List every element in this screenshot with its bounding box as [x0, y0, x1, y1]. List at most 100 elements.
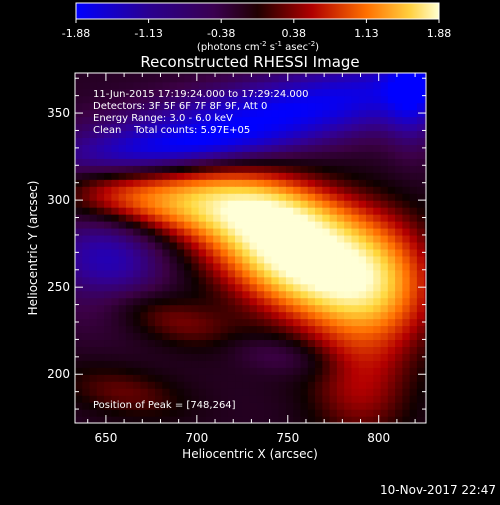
- heatmap-cell: [402, 227, 411, 236]
- heatmap-cell: [293, 186, 302, 194]
- heatmap-cell: [322, 402, 331, 410]
- heatmap-cell: [89, 360, 98, 368]
- heatmap-cell: [351, 172, 360, 180]
- heatmap-cell: [293, 74, 302, 83]
- heatmap-cell: [147, 200, 156, 208]
- heatmap-cell: [409, 221, 418, 229]
- heatmap-cell: [155, 193, 163, 201]
- heatmap-cell: [220, 248, 229, 257]
- heatmap-cell: [162, 151, 171, 159]
- heatmap-cell: [365, 262, 374, 271]
- heatmap-cell: [147, 255, 156, 264]
- heatmap-cell: [133, 269, 142, 278]
- heatmap-cell: [184, 325, 192, 334]
- heatmap-cell: [198, 116, 207, 125]
- heatmap-cell: [140, 158, 149, 166]
- heatmap-cell: [249, 283, 258, 292]
- heatmap-cell: [256, 73, 265, 76]
- heatmap-cell: [191, 367, 200, 375]
- heatmap-cell: [96, 409, 105, 417]
- heatmap-cell: [271, 109, 280, 118]
- heatmap-cell: [184, 193, 192, 201]
- heatmap-cell: [205, 73, 214, 76]
- heatmap-cell: [104, 304, 112, 313]
- heatmap-cell: [365, 200, 374, 208]
- heatmap-cell: [118, 290, 127, 299]
- heatmap-cell: [307, 311, 316, 320]
- heatmap-cell: [242, 416, 251, 423]
- heatmap-cell: [140, 179, 149, 187]
- heatmap-cell: [365, 221, 374, 229]
- heatmap-cell: [387, 73, 396, 76]
- heatmap-cell: [402, 402, 411, 410]
- heatmap-cell: [75, 116, 83, 125]
- heatmap-cell: [133, 367, 142, 375]
- heatmap-cell: [213, 81, 222, 90]
- heatmap-cell: [344, 158, 353, 166]
- heatmap-cell: [249, 381, 258, 389]
- heatmap-cell: [409, 395, 418, 403]
- heatmap-cell: [133, 74, 142, 83]
- heatmap-cell: [293, 276, 302, 285]
- heatmap-cell: [125, 241, 134, 250]
- heatmap-cell: [169, 402, 178, 410]
- heatmap-cell: [140, 73, 149, 76]
- heatmap-cell: [89, 214, 98, 222]
- heatmap-cell: [344, 381, 353, 389]
- heatmap-cell: [184, 109, 192, 118]
- heatmap-cell: [220, 381, 229, 389]
- heatmap-cell: [213, 227, 222, 236]
- y-tick-label: 250: [47, 280, 70, 294]
- heatmap-cell: [235, 290, 243, 299]
- heatmap-cell: [184, 262, 192, 271]
- heatmap-cell: [140, 269, 149, 278]
- heatmap-cell: [395, 74, 403, 83]
- heatmap-cell: [111, 95, 120, 104]
- heatmap-cell: [271, 248, 280, 257]
- heatmap-cell: [125, 290, 134, 299]
- heatmap-cell: [162, 221, 171, 229]
- heatmap-cell: [176, 214, 185, 222]
- heatmap-cell: [227, 374, 236, 382]
- heatmap-cell: [242, 409, 251, 417]
- heatmap-cell: [300, 214, 309, 222]
- heatmap-cell: [344, 360, 353, 368]
- heatmap-cell: [264, 144, 273, 152]
- heatmap-cell: [242, 402, 251, 410]
- heatmap-cell: [235, 269, 243, 278]
- heatmap-cell: [395, 332, 403, 341]
- heatmap-cell: [365, 367, 374, 375]
- heatmap-cell: [395, 102, 403, 111]
- heatmap-cell: [322, 248, 331, 257]
- heatmap-cell: [111, 360, 120, 368]
- heatmap-cell: [278, 388, 287, 396]
- heatmap-cell: [329, 102, 338, 111]
- heatmap-cell: [249, 304, 258, 313]
- heatmap-cell: [300, 388, 309, 396]
- heatmap-cell: [147, 116, 156, 125]
- heatmap-cell: [133, 130, 142, 139]
- heatmap-cell: [387, 137, 396, 145]
- heatmap-cell: [169, 102, 178, 111]
- heatmap-cell: [235, 241, 243, 250]
- heatmap-cell: [220, 227, 229, 236]
- heatmap-cell: [140, 395, 149, 403]
- heatmap-cell: [155, 74, 163, 83]
- heatmap-cell: [285, 283, 294, 292]
- heatmap-cell: [213, 339, 222, 347]
- heatmap-cell: [322, 374, 331, 382]
- heatmap-cell: [249, 221, 258, 229]
- heatmap-cell: [111, 290, 120, 299]
- heatmap-cell: [191, 311, 200, 320]
- heatmap-cell: [395, 227, 403, 236]
- heatmap-cell: [133, 318, 142, 327]
- heatmap-cell: [249, 179, 258, 187]
- heatmap-cell: [256, 207, 265, 215]
- heatmap-cell: [213, 102, 222, 111]
- heatmap-cell: [424, 172, 426, 180]
- heatmap-cell: [249, 409, 258, 417]
- heatmap-cell: [373, 395, 382, 403]
- heatmap-cell: [329, 402, 338, 410]
- heatmap-cell: [191, 346, 200, 354]
- heatmap-cell: [205, 200, 214, 208]
